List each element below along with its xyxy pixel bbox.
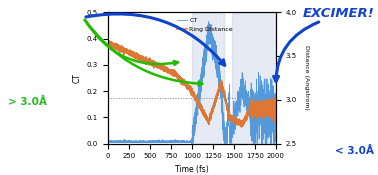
Ring Distance [228,115,232,117]
CT [190,142,194,145]
Ring Distance [105,42,110,44]
CT [105,141,110,143]
Ring Distance [260,111,265,114]
CT [206,21,211,23]
Ring Distance [186,84,190,86]
Bar [192,12,224,144]
X-axis label: Time (fs): Time (fs) [175,165,209,174]
Ring Distance [274,107,278,109]
Line: Ring Distance: Ring Distance [108,40,276,127]
CT [178,141,182,143]
Text: > 3.0Å: > 3.0Å [8,96,46,107]
Y-axis label: Distance (Angstrom): Distance (Angstrom) [304,46,310,110]
Text: < 3.0Å: < 3.0Å [335,145,374,156]
CT [274,94,278,96]
Bar [232,12,276,144]
Y-axis label: CT: CT [72,73,81,83]
Legend: CT, Ring Distance: CT, Ring Distance [175,15,235,34]
Text: EXCIMER!: EXCIMER! [302,7,374,20]
Ring Distance [269,105,273,107]
Ring Distance [176,74,181,76]
Ring Distance [178,77,182,79]
CT [228,125,232,127]
CT [260,142,265,145]
Ring Distance [105,39,110,41]
Line: CT: CT [108,22,276,144]
CT [269,131,273,133]
CT [185,141,190,143]
CT [176,140,181,142]
Ring Distance [239,126,244,128]
